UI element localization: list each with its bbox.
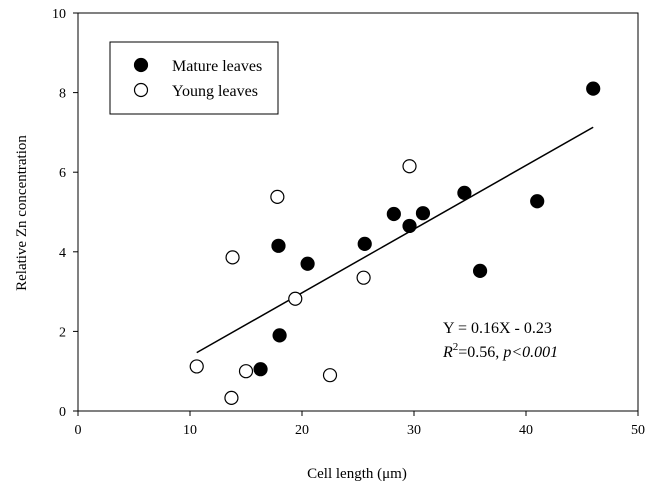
mature-leaf-point <box>386 206 401 222</box>
young-leaf-point <box>224 390 239 405</box>
legend: Mature leaves Young leaves <box>109 41 279 115</box>
x-tick-label: 40 <box>519 423 533 438</box>
r-squared-annotation: R2=0.56, p<0.001 <box>442 341 558 361</box>
x-tick-label: 0 <box>75 423 82 438</box>
axes <box>77 12 639 412</box>
young-leaf-point <box>225 250 240 265</box>
mature-leaf-point <box>472 263 488 279</box>
young-leaf-point <box>356 270 371 285</box>
regression-equation: Y = 0.16X - 0.23 <box>443 320 552 337</box>
regression-line <box>196 126 594 354</box>
regression-group <box>196 126 594 354</box>
mature-leaf-point <box>272 328 287 343</box>
y-tick-label: 0 <box>59 405 66 420</box>
y-tick-label: 2 <box>59 325 66 340</box>
young-leaf-point <box>238 364 254 379</box>
legend-marker-young <box>133 82 149 98</box>
y-tick-label: 4 <box>59 246 66 261</box>
r2-value: =0.56, <box>458 344 503 361</box>
mature-leaf-point <box>253 362 268 377</box>
x-tick-label: 20 <box>295 423 309 438</box>
young-leaf-point <box>402 159 417 174</box>
plot-frame <box>77 12 639 412</box>
x-axis-title: Cell length (μm) <box>307 466 407 482</box>
y-axis-title: Relative Zn concentration <box>14 135 30 291</box>
legend-box <box>109 41 279 115</box>
y-tick-label: 6 <box>59 166 66 181</box>
r2-superscript: 2 <box>453 341 459 353</box>
x-tick-label: 50 <box>631 423 645 438</box>
mature-leaf-point <box>457 185 472 200</box>
y-tick-label: 8 <box>59 87 66 102</box>
points <box>189 81 601 405</box>
mature-leaf-point <box>530 194 545 209</box>
mature-leaf-point <box>402 218 417 234</box>
p-value: p<0.001 <box>502 344 558 361</box>
x-tick-label: 30 <box>407 423 421 438</box>
y-tick-label: 10 <box>52 7 66 22</box>
young-leaf-point <box>322 368 338 383</box>
mature-leaf-point <box>415 206 431 221</box>
ticks: 0 10 20 30 40 50 0 2 4 6 8 10 <box>52 7 645 438</box>
legend-label-mature: Mature leaves <box>172 58 262 75</box>
x-tick-label: 10 <box>183 423 197 438</box>
mature-leaf-point <box>586 81 601 96</box>
young-leaf-point <box>288 291 303 306</box>
mature-leaf-point <box>300 256 315 271</box>
young-leaf-point <box>189 359 204 374</box>
young-leaf-point <box>270 189 285 204</box>
mature-leaf-point <box>271 238 286 253</box>
mature-leaf-point <box>357 236 372 251</box>
r2-prefix: R <box>442 344 453 361</box>
legend-label-young: Young leaves <box>172 83 258 100</box>
legend-marker-mature <box>133 57 149 73</box>
